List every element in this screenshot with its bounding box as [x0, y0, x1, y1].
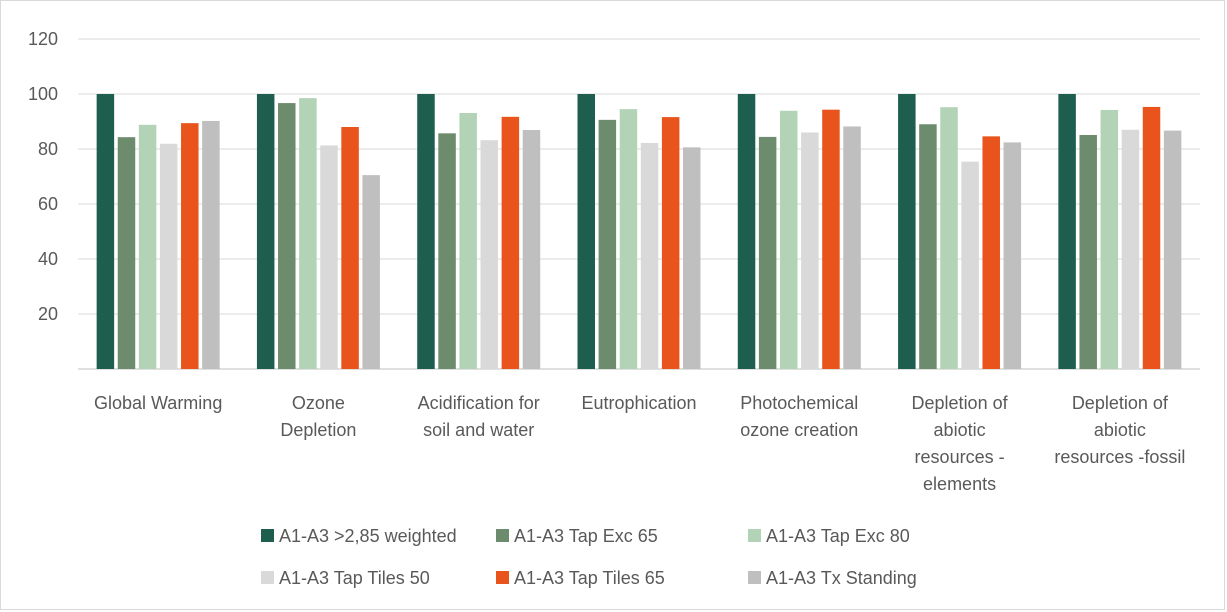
bar [780, 111, 798, 369]
bar [181, 123, 199, 369]
bar [97, 94, 115, 369]
bar [341, 127, 359, 369]
bar [738, 94, 756, 369]
bar [1058, 94, 1076, 369]
bar [1143, 107, 1161, 369]
x-category-label: Acidification for [418, 393, 540, 413]
bar [662, 117, 680, 369]
bar [362, 175, 380, 369]
bar [620, 109, 638, 369]
y-tick-label: 20 [38, 304, 58, 324]
bar [1122, 130, 1140, 369]
x-category-label: abiotic [934, 420, 986, 440]
bar [801, 133, 819, 370]
legend-swatch [748, 571, 761, 584]
bar [139, 125, 157, 369]
legend-label: A1-A3 >2,85 weighted [279, 526, 457, 546]
bar [320, 145, 338, 369]
bar [919, 124, 937, 369]
x-category-label: Ozone [292, 393, 345, 413]
bar [843, 126, 861, 369]
bar [118, 137, 136, 369]
legend-swatch [261, 571, 274, 584]
legend-swatch [496, 529, 509, 542]
legend-swatch [496, 571, 509, 584]
y-tick-label: 100 [28, 84, 58, 104]
x-category-label: resources -fossil [1054, 447, 1185, 467]
bar [982, 136, 1000, 369]
bar [502, 117, 519, 369]
bar [961, 162, 979, 369]
legend-label: A1-A3 Tap Exc 65 [514, 526, 658, 546]
bar [1101, 110, 1119, 369]
bar [759, 137, 777, 369]
bar [1164, 131, 1182, 369]
y-tick-label: 40 [38, 249, 58, 269]
bar [1004, 142, 1022, 369]
bar [481, 140, 499, 369]
bar [417, 94, 435, 369]
legend-swatch [748, 529, 761, 542]
y-tick-label: 60 [38, 194, 58, 214]
x-category-label: Depletion of [1072, 393, 1169, 413]
legend-label: A1-A3 Tap Exc 80 [766, 526, 910, 546]
x-category-label: resources - [915, 447, 1005, 467]
bar [599, 120, 617, 369]
legend-label: A1-A3 Tx Standing [766, 568, 917, 588]
x-category-label: elements [923, 474, 996, 494]
y-tick-label: 120 [28, 29, 58, 49]
bar [202, 121, 220, 369]
bar [257, 94, 275, 369]
y-tick-label: 80 [38, 139, 58, 159]
bar [683, 147, 701, 369]
x-category-label: abiotic [1094, 420, 1146, 440]
bar [438, 133, 456, 369]
bar [822, 110, 840, 369]
x-category-label: Depletion of [912, 393, 1009, 413]
bar [578, 94, 596, 369]
bar [1079, 135, 1097, 369]
x-category-label: Photochemical [740, 393, 858, 413]
legend-label: A1-A3 Tap Tiles 50 [279, 568, 430, 588]
x-category-label: ozone creation [740, 420, 858, 440]
bar [160, 144, 178, 369]
x-category-label: Depletion [280, 420, 356, 440]
x-category-label: Global Warming [94, 393, 222, 413]
bar [641, 143, 659, 369]
legend-swatch [261, 529, 274, 542]
bar [278, 103, 296, 369]
legend-label: A1-A3 Tap Tiles 65 [514, 568, 665, 588]
bar [523, 130, 541, 369]
bar [299, 98, 317, 369]
bar [459, 113, 477, 369]
x-category-label: soil and water [423, 420, 534, 440]
x-category-label: Eutrophication [581, 393, 696, 413]
bar [898, 94, 916, 369]
bar [940, 107, 958, 369]
